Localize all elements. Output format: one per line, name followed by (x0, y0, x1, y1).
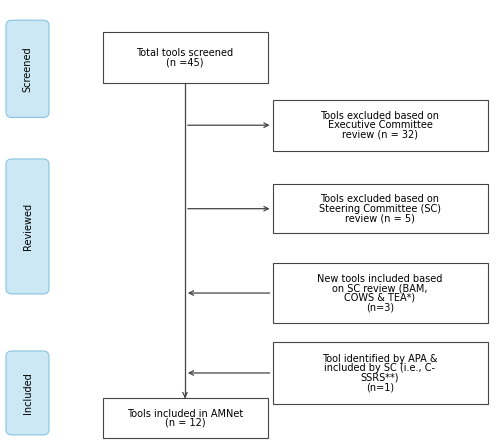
Text: review (n = 32): review (n = 32) (342, 130, 418, 140)
FancyBboxPatch shape (102, 398, 268, 438)
FancyBboxPatch shape (272, 263, 488, 323)
Text: Total tools screened: Total tools screened (136, 48, 234, 58)
Text: on SC review (BAM,: on SC review (BAM, (332, 283, 428, 293)
Text: COWS & TEA*): COWS & TEA*) (344, 293, 416, 303)
Text: New tools included based: New tools included based (318, 274, 442, 284)
Text: Steering Committee (SC): Steering Committee (SC) (319, 204, 441, 214)
FancyBboxPatch shape (6, 159, 49, 294)
FancyBboxPatch shape (272, 184, 488, 233)
Text: Executive Committee: Executive Committee (328, 120, 432, 130)
Text: Included: Included (22, 372, 32, 414)
Text: review (n = 5): review (n = 5) (345, 213, 415, 223)
FancyBboxPatch shape (6, 20, 49, 118)
FancyBboxPatch shape (6, 351, 49, 435)
Text: (n = 12): (n = 12) (164, 418, 205, 428)
FancyBboxPatch shape (272, 342, 488, 404)
Text: Tools excluded based on: Tools excluded based on (320, 111, 440, 121)
Text: Tools included in AMNet: Tools included in AMNet (127, 408, 243, 419)
Text: (n =45): (n =45) (166, 57, 204, 67)
Text: Reviewed: Reviewed (22, 203, 32, 250)
FancyBboxPatch shape (272, 100, 488, 151)
Text: (n=1): (n=1) (366, 382, 394, 392)
Text: (n=3): (n=3) (366, 302, 394, 312)
Text: Tool identified by APA &: Tool identified by APA & (322, 354, 438, 364)
Text: Tools excluded based on: Tools excluded based on (320, 194, 440, 204)
FancyBboxPatch shape (102, 32, 268, 83)
Text: included by SC (i.e., C-: included by SC (i.e., C- (324, 363, 436, 373)
Text: Screened: Screened (22, 46, 32, 91)
Text: SSRS**): SSRS**) (361, 373, 399, 383)
